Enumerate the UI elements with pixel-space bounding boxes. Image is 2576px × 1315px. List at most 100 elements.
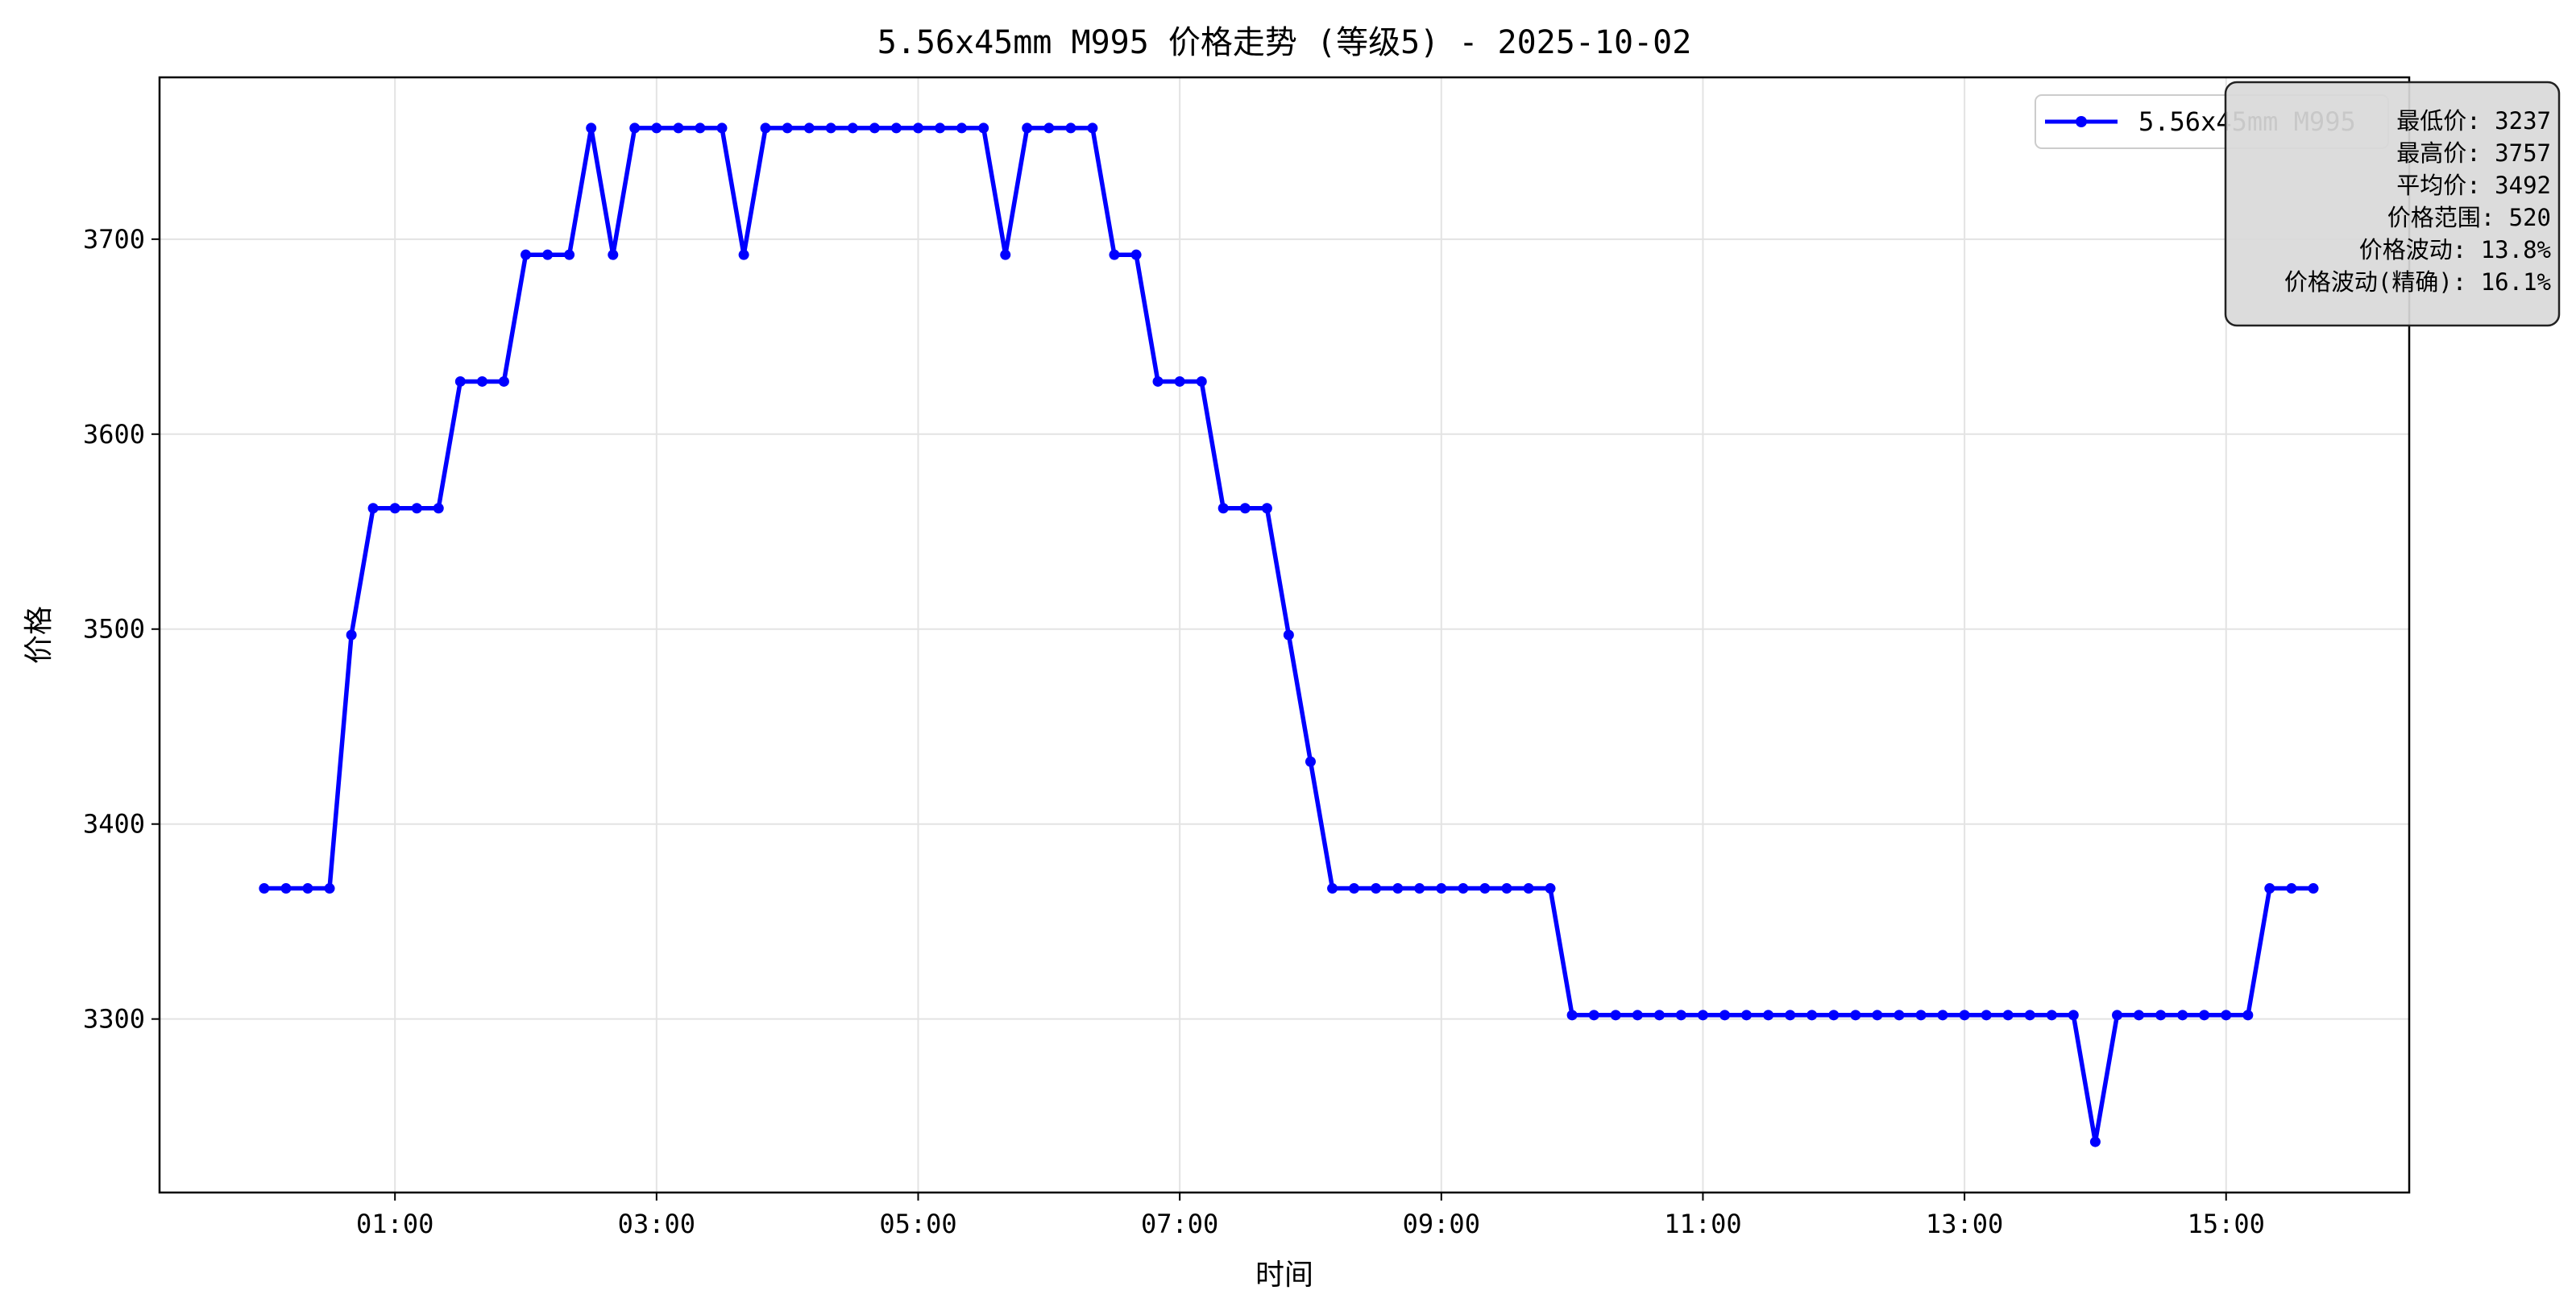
- stats-box-background: [2224, 81, 2561, 327]
- data-point: [1152, 375, 1164, 387]
- stats-line: 价格波动: 13.8%: [2359, 236, 2551, 263]
- x-tick-label: 07:00: [1141, 1209, 1218, 1239]
- data-point: [760, 122, 771, 134]
- stats-lines: 最低价: 3237 最高价: 3757 平均价: 3492 价格范围: 520 价格波动…: [2284, 107, 2551, 296]
- x-tick-label: 15:00: [2188, 1209, 2265, 1239]
- data-point: [956, 122, 968, 134]
- data-point: [454, 375, 466, 387]
- data-point: [1610, 1010, 1621, 1021]
- data-point: [280, 883, 292, 894]
- x-tick-label: 11:00: [1664, 1209, 1741, 1239]
- data-point: [1283, 629, 1294, 641]
- stats-line: 价格范围: 520: [2387, 204, 2551, 231]
- data-point: [2242, 1010, 2254, 1021]
- data-point: [1588, 1010, 1599, 1021]
- data-point: [1458, 883, 1469, 894]
- data-point: [2046, 1010, 2057, 1021]
- y-tick-label: 3500: [83, 614, 145, 645]
- data-point: [367, 503, 379, 514]
- data-point: [935, 122, 946, 134]
- data-point: [847, 122, 858, 134]
- data-point: [259, 883, 270, 894]
- data-point: [476, 375, 487, 387]
- data-point: [651, 122, 662, 134]
- data-point: [978, 122, 989, 134]
- data-point: [498, 375, 509, 387]
- data-point: [1566, 1010, 1578, 1021]
- data-point: [346, 629, 357, 641]
- data-point: [2133, 1010, 2144, 1021]
- data-point: [2308, 883, 2319, 894]
- data-point: [411, 503, 422, 514]
- data-point: [2221, 1010, 2232, 1021]
- data-point: [1653, 1010, 1665, 1021]
- x-tick-label: 03:00: [618, 1209, 695, 1239]
- data-point: [1217, 503, 1229, 514]
- data-point: [1174, 375, 1185, 387]
- data-point: [2068, 1010, 2079, 1021]
- data-point: [1785, 1010, 1796, 1021]
- data-point: [1697, 1010, 1708, 1021]
- data-point: [2024, 1010, 2035, 1021]
- data-point: [1959, 1010, 1970, 1021]
- data-point: [1239, 503, 1251, 514]
- grid-lines: [160, 77, 2409, 1193]
- data-point-markers: [259, 122, 2319, 1147]
- data-point: [586, 122, 597, 134]
- y-axis-ticks: 3300 3400 3500 3600 3700: [83, 224, 160, 1035]
- x-tick-label: 13:00: [1926, 1209, 2003, 1239]
- x-tick-label: 09:00: [1403, 1209, 1480, 1239]
- data-point: [521, 249, 532, 260]
- data-point: [825, 122, 836, 134]
- data-point: [1371, 883, 1382, 894]
- data-point: [1327, 883, 1338, 894]
- data-point: [803, 122, 815, 134]
- data-point: [1414, 883, 1425, 894]
- data-point: [738, 249, 749, 260]
- data-point: [1305, 756, 1316, 767]
- data-point: [695, 122, 706, 134]
- data-point: [1022, 122, 1033, 134]
- data-point: [2155, 1010, 2167, 1021]
- data-point: [1850, 1010, 1861, 1021]
- data-point: [782, 122, 793, 134]
- data-point: [324, 883, 335, 894]
- legend-marker-swatch: [2076, 116, 2087, 127]
- data-point: [433, 503, 444, 514]
- data-point: [608, 249, 619, 260]
- data-point: [1261, 503, 1272, 514]
- data-point: [1523, 883, 1534, 894]
- data-point: [1349, 883, 1360, 894]
- data-point: [1937, 1010, 1948, 1021]
- stats-annotation-box: 最低价: 3237 最高价: 3757 平均价: 3492 价格范围: 520 价格波动…: [2224, 81, 2561, 327]
- data-point: [2089, 1136, 2101, 1147]
- data-point: [1130, 249, 1142, 260]
- data-point: [1196, 375, 1207, 387]
- data-point: [2199, 1010, 2210, 1021]
- data-point: [1740, 1010, 1752, 1021]
- data-point: [1479, 883, 1491, 894]
- y-tick-label: 3700: [83, 224, 145, 255]
- data-point: [1043, 122, 1055, 134]
- data-point: [1545, 883, 1556, 894]
- data-point: [1087, 122, 1098, 134]
- data-point: [1000, 249, 1011, 260]
- data-point: [1763, 1010, 1774, 1021]
- stats-line: 最低价: 3237: [2396, 107, 2551, 135]
- plot-area-frame: [158, 76, 2411, 1194]
- x-tick-label: 05:00: [879, 1209, 956, 1239]
- data-point: [1501, 883, 1512, 894]
- data-point: [1065, 122, 1076, 134]
- data-point: [673, 122, 684, 134]
- y-axis-label: 价格: [23, 606, 56, 664]
- data-point: [1392, 883, 1404, 894]
- data-point: [912, 122, 923, 134]
- data-point: [1872, 1010, 1883, 1021]
- data-point: [1675, 1010, 1686, 1021]
- y-tick-label: 3600: [83, 419, 145, 450]
- x-tick-label: 01:00: [356, 1209, 433, 1239]
- data-point: [564, 249, 575, 260]
- data-point: [1894, 1010, 1905, 1021]
- data-point: [389, 503, 400, 514]
